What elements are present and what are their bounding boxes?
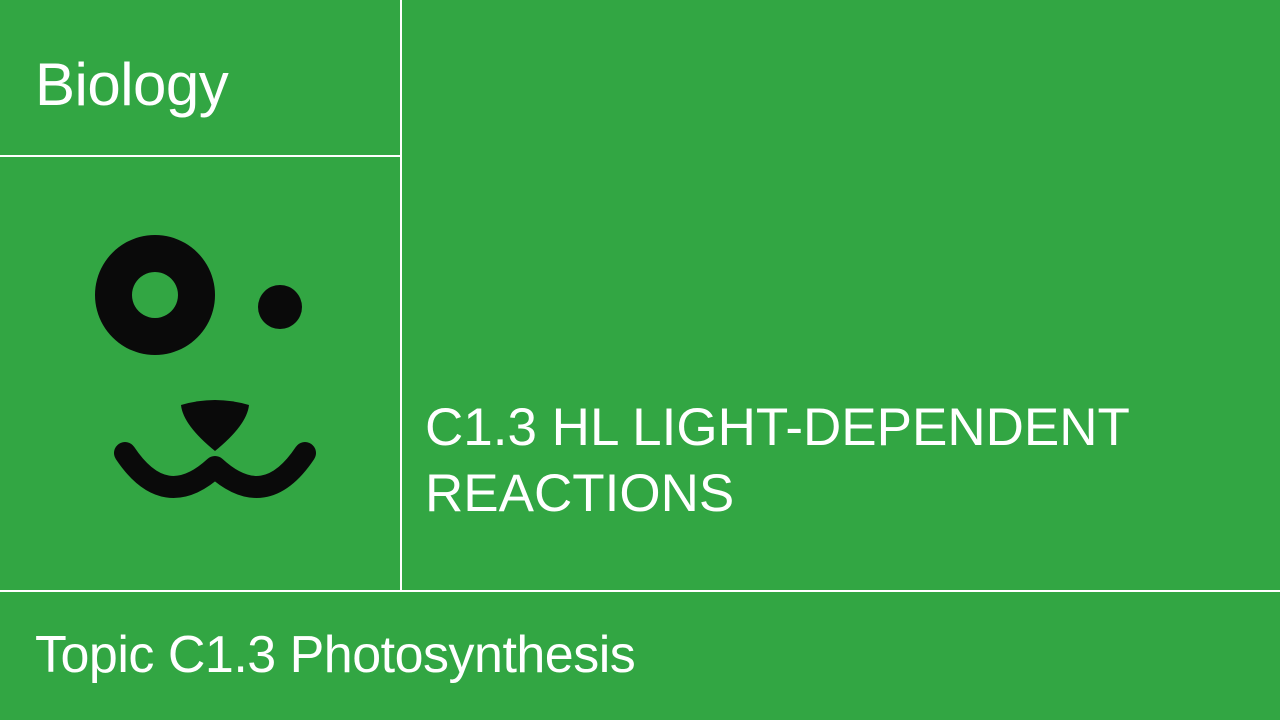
slide-title: C1.3 HL LIGHT-DEPENDENT REACTIONS — [425, 395, 1245, 528]
subject-label: Biology — [35, 50, 228, 119]
horizontal-divider-top — [0, 155, 400, 157]
dog-logo-icon — [55, 195, 335, 555]
topic-label: Topic C1.3 Photosynthesis — [35, 625, 635, 685]
vertical-divider — [400, 0, 402, 590]
horizontal-divider-bottom — [0, 590, 1280, 592]
